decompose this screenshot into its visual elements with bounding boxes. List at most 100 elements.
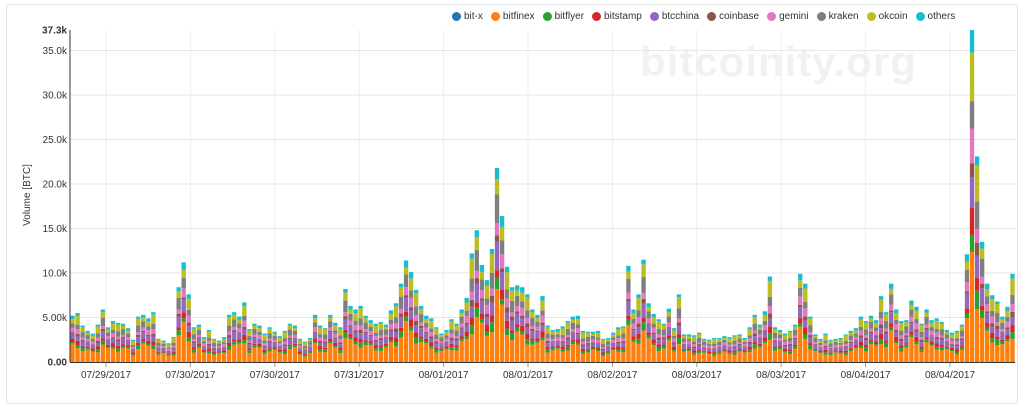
bar-segment-bitfinex (156, 354, 161, 362)
bar-segment-btcchina (929, 336, 934, 342)
bar-segment-bitflyer (772, 348, 778, 351)
bar-segment-bitflyer (798, 323, 803, 327)
legend-item-bitstamp[interactable]: bitstamp (592, 11, 642, 22)
bar-segment-bitflyer (762, 341, 768, 344)
bar-segment-kraken (161, 343, 166, 347)
legend-item-bitflyer[interactable]: bitflyer (542, 11, 584, 22)
bar-segment-coinbase (272, 342, 277, 343)
bar-segment-okcoin (95, 326, 100, 334)
bar-segment-bitflyer (312, 341, 318, 344)
bar-segment-bitflyer (95, 349, 100, 353)
bar-segment-btcchina (995, 329, 1000, 337)
legend-dot-icon (592, 11, 602, 21)
bar-segment-okcoin (707, 341, 712, 345)
bar-segment-bitflyer (813, 349, 818, 352)
bar-segment-bitflyer (904, 344, 909, 348)
bar-segment-coinbase (899, 338, 904, 342)
bar-segment-coinbase (510, 316, 515, 321)
y-tick-label: 5.00k (43, 313, 68, 324)
bar-segment-others (105, 327, 111, 330)
bar-segment-kraken (398, 296, 404, 310)
bar-segment-btcchina (979, 288, 985, 306)
bar-segment-bitstamp (969, 208, 975, 236)
legend-item-coinbase[interactable]: coinbase (707, 11, 759, 22)
legend-item-kraken[interactable]: kraken (816, 11, 859, 22)
bar-segment-bitstamp (388, 336, 394, 341)
bar-segment-bitfinex (686, 351, 692, 362)
bar-segment-others (80, 325, 85, 328)
bar-segment-others (772, 327, 778, 329)
bar-segment-bitflyer (590, 348, 596, 350)
bar-segment-btcchina (858, 337, 864, 342)
bar-segment-gemini (176, 309, 181, 314)
bar-segment-bitfinex (712, 355, 717, 362)
bar-segment-others (353, 309, 358, 314)
legend-item-bitfinex[interactable]: bitfinex (490, 11, 535, 22)
bar-segment-bitstamp (868, 339, 874, 342)
bar-segment-bitflyer (80, 348, 85, 352)
bar-segment-bitfinex (787, 354, 793, 362)
bar-segment-bitstamp (676, 334, 682, 338)
bar-segment-others (201, 337, 207, 339)
legend-item-bit-x[interactable]: bit-x (452, 11, 483, 22)
legend-item-btcchina[interactable]: btcchina (649, 11, 699, 22)
bar-segment-gemini (125, 336, 131, 341)
bar-segment-bitflyer (848, 348, 853, 352)
bar-segment-gemini (611, 340, 616, 343)
bar-segment-coinbase (221, 346, 227, 348)
legend-item-okcoin[interactable]: okcoin (866, 11, 908, 22)
bar-segment-kraken (742, 341, 747, 345)
bar-segment-bitflyer (712, 353, 717, 356)
bar-segment-bitflyer (873, 344, 879, 346)
bar-segment-okcoin (767, 280, 773, 297)
bar-segment-kraken (606, 341, 611, 346)
bar-segment-bitflyer (570, 341, 575, 345)
bar-segment-gemini (282, 341, 287, 345)
bar-segment-gemini (171, 345, 176, 348)
bar-segment-btcchina (727, 348, 732, 351)
bar-segment-okcoin (449, 321, 454, 330)
bar-segment-bitfinex (691, 354, 697, 362)
bar-segment-btcchina (823, 347, 828, 350)
bar-segment-bitflyer (216, 352, 222, 354)
bar-segment-btcchina (373, 341, 378, 346)
bar-segment-btcchina (712, 349, 717, 353)
bar-segment-bitflyer (499, 299, 505, 305)
bar-segment-coinbase (641, 298, 646, 304)
bar-segment-gemini (292, 334, 298, 339)
bar-segment-kraken (70, 323, 75, 328)
bar-segment-kraken (520, 301, 525, 308)
bar-segment-coinbase (277, 346, 282, 347)
bar-segment-bitfinex (772, 350, 778, 362)
bar-segment-bitfinex (403, 320, 409, 362)
bar-segment-bitfinex (398, 337, 404, 362)
bar-segment-okcoin (237, 319, 242, 324)
bar-segment-coinbase (828, 348, 833, 350)
bar-segment-bitflyer (974, 290, 980, 310)
legend-item-others[interactable]: others (915, 11, 955, 22)
bar-segment-bitflyer (211, 352, 217, 355)
bar-segment-btcchina (141, 332, 146, 340)
bar-segment-bitfinex (424, 343, 429, 362)
bar-segment-gemini (378, 335, 383, 339)
bar-segment-bitstamp (247, 348, 252, 351)
bar-segment-gemini (853, 336, 858, 340)
bar-segment-bitstamp (80, 346, 85, 349)
bar-segment-okcoin (914, 310, 919, 320)
bar-segment-okcoin (252, 325, 257, 329)
bar-segment-gemini (75, 329, 80, 334)
bar-segment-bitflyer (782, 351, 788, 353)
bar-segment-others (373, 323, 378, 327)
bar-segment-bitstamp (595, 347, 601, 350)
bar-segment-bitstamp (717, 351, 722, 353)
bar-segment-gemini (777, 338, 783, 341)
bar-segment-bitstamp (974, 277, 980, 291)
bar-segment-bitfinex (560, 351, 565, 362)
bar-segment-coinbase (474, 278, 479, 284)
bar-segment-okcoin (262, 335, 267, 341)
bar-segment-kraken (808, 325, 813, 333)
legend-item-gemini[interactable]: gemini (767, 11, 809, 22)
bar-segment-btcchina (939, 339, 944, 345)
bar-segment-kraken (408, 290, 414, 298)
bar-segment-okcoin (206, 331, 212, 338)
